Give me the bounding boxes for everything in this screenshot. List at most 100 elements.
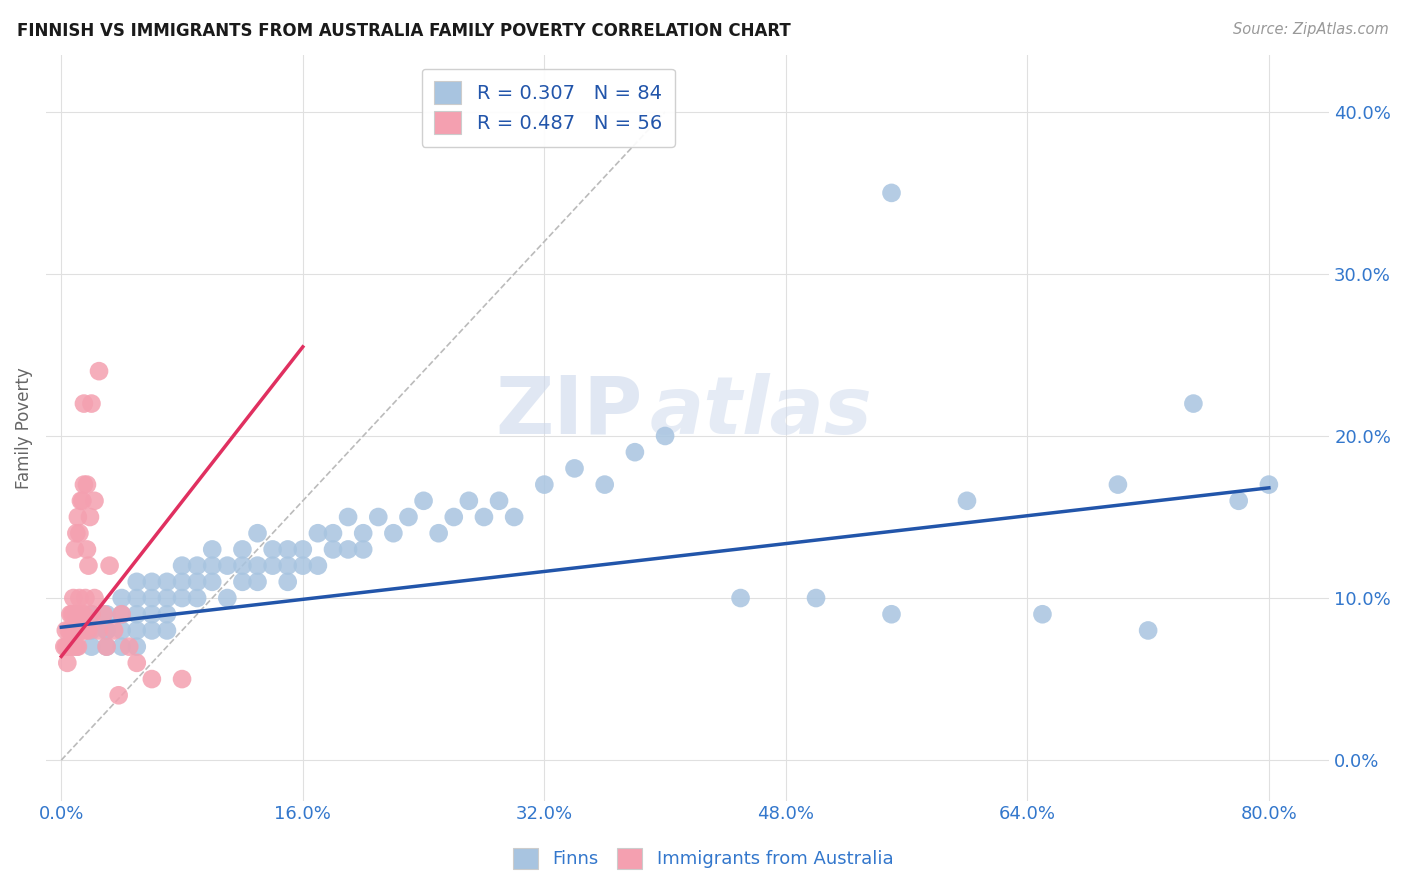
Point xyxy=(141,624,163,638)
Point xyxy=(107,688,129,702)
Point xyxy=(111,624,134,638)
Point xyxy=(72,493,94,508)
Point xyxy=(76,542,98,557)
Point xyxy=(427,526,450,541)
Point xyxy=(201,574,224,589)
Point xyxy=(156,591,179,605)
Point xyxy=(1227,493,1250,508)
Point xyxy=(118,640,141,654)
Point xyxy=(62,607,84,622)
Point xyxy=(277,574,299,589)
Point xyxy=(337,510,360,524)
Point xyxy=(80,624,103,638)
Point xyxy=(125,607,148,622)
Point xyxy=(55,624,77,638)
Point xyxy=(307,558,329,573)
Point xyxy=(231,542,253,557)
Point xyxy=(58,624,80,638)
Point xyxy=(66,640,89,654)
Point xyxy=(70,607,93,622)
Point xyxy=(63,542,86,557)
Text: FINNISH VS IMMIGRANTS FROM AUSTRALIA FAMILY POVERTY CORRELATION CHART: FINNISH VS IMMIGRANTS FROM AUSTRALIA FAM… xyxy=(17,22,790,40)
Point xyxy=(111,607,134,622)
Point xyxy=(443,510,465,524)
Point xyxy=(170,558,193,573)
Point xyxy=(1031,607,1053,622)
Point xyxy=(1137,624,1160,638)
Point xyxy=(76,477,98,491)
Point xyxy=(60,607,83,622)
Point xyxy=(103,624,125,638)
Point xyxy=(398,510,420,524)
Point xyxy=(70,493,93,508)
Point xyxy=(141,574,163,589)
Point xyxy=(65,640,87,654)
Point xyxy=(80,396,103,410)
Legend: R = 0.307   N = 84, R = 0.487   N = 56: R = 0.307 N = 84, R = 0.487 N = 56 xyxy=(422,69,675,146)
Point xyxy=(217,591,239,605)
Point xyxy=(488,493,510,508)
Point xyxy=(156,607,179,622)
Point xyxy=(880,186,903,200)
Point xyxy=(956,493,979,508)
Point xyxy=(307,526,329,541)
Point xyxy=(87,364,110,378)
Point xyxy=(59,607,82,622)
Point xyxy=(880,607,903,622)
Point xyxy=(564,461,586,475)
Point xyxy=(457,493,479,508)
Point xyxy=(730,591,752,605)
Y-axis label: Family Poverty: Family Poverty xyxy=(15,367,32,489)
Point xyxy=(156,574,179,589)
Point xyxy=(63,624,86,638)
Point xyxy=(59,624,82,638)
Point xyxy=(72,624,94,638)
Point xyxy=(156,624,179,638)
Point xyxy=(217,558,239,573)
Point xyxy=(75,591,97,605)
Point xyxy=(73,396,96,410)
Point xyxy=(87,624,110,638)
Text: atlas: atlas xyxy=(650,373,873,450)
Point xyxy=(186,591,208,605)
Point xyxy=(111,640,134,654)
Point xyxy=(111,607,134,622)
Point xyxy=(67,526,90,541)
Point xyxy=(186,574,208,589)
Point xyxy=(80,640,103,654)
Point xyxy=(125,656,148,670)
Point xyxy=(60,640,83,654)
Point xyxy=(246,558,269,573)
Point xyxy=(804,591,827,605)
Point xyxy=(79,510,101,524)
Point xyxy=(141,672,163,686)
Point xyxy=(56,656,79,670)
Point xyxy=(65,607,87,622)
Point xyxy=(367,510,389,524)
Point xyxy=(125,591,148,605)
Point xyxy=(170,574,193,589)
Point xyxy=(382,526,405,541)
Point xyxy=(67,591,90,605)
Point xyxy=(62,624,84,638)
Point xyxy=(83,493,105,508)
Point xyxy=(262,542,284,557)
Point xyxy=(352,542,374,557)
Point xyxy=(62,591,84,605)
Point xyxy=(1257,477,1279,491)
Point xyxy=(141,591,163,605)
Point xyxy=(654,429,676,443)
Point xyxy=(73,477,96,491)
Point xyxy=(1107,477,1129,491)
Point xyxy=(246,526,269,541)
Point xyxy=(170,672,193,686)
Point xyxy=(77,558,100,573)
Point xyxy=(53,640,76,654)
Point xyxy=(125,624,148,638)
Point xyxy=(83,591,105,605)
Point xyxy=(277,542,299,557)
Point xyxy=(125,640,148,654)
Point xyxy=(141,607,163,622)
Point xyxy=(75,624,97,638)
Point xyxy=(65,624,87,638)
